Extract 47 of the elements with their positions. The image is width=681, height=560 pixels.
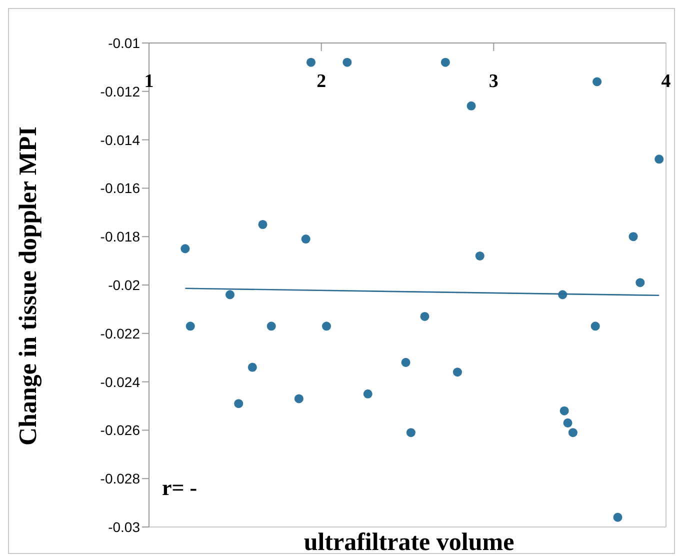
point	[628, 232, 638, 242]
point	[563, 418, 572, 428]
x-tick-label: 4	[661, 71, 672, 92]
point	[306, 58, 316, 67]
x-tick-label: 1	[144, 71, 154, 92]
point	[294, 394, 304, 404]
point	[186, 322, 195, 331]
point	[401, 358, 410, 367]
annotation: r= -	[162, 475, 198, 501]
point	[406, 428, 416, 438]
point	[475, 251, 484, 260]
y-tick-label: -0.01	[108, 34, 140, 51]
y-tick-label: -0.028	[100, 470, 140, 487]
x-axis-title: ultrafiltrate volume	[304, 529, 514, 557]
x-tick-label: 2	[316, 71, 326, 92]
y-tick-label: -0.014	[100, 132, 140, 148]
point	[452, 368, 462, 377]
point	[636, 278, 645, 288]
y-tick-label: -0.026	[100, 422, 140, 438]
point	[342, 58, 352, 67]
point	[420, 312, 430, 321]
point	[440, 58, 450, 67]
y-axis-title: Change in tissue doppler MPI	[15, 126, 43, 446]
y-tick-label: -0.018	[100, 228, 140, 245]
x-tick-label: 3	[488, 71, 498, 92]
point	[568, 428, 578, 438]
point	[654, 154, 664, 164]
point	[466, 101, 476, 110]
point	[301, 234, 310, 244]
y-tick-label: -0.016	[100, 180, 140, 196]
point	[363, 389, 372, 398]
point	[560, 406, 569, 416]
point	[590, 322, 600, 331]
y-tick-label: -0.022	[100, 325, 140, 342]
y-tick-label: -0.024	[100, 374, 140, 390]
point	[258, 220, 268, 230]
point	[248, 362, 257, 372]
point	[322, 322, 332, 331]
y-tick-label: -0.03	[108, 518, 140, 535]
y-tick-label: -0.012	[100, 83, 140, 100]
point	[180, 244, 190, 254]
point	[592, 77, 602, 86]
point	[225, 290, 235, 300]
point	[613, 512, 622, 522]
point	[234, 399, 244, 408]
y-tick-label: -0.02	[108, 276, 140, 293]
point	[266, 322, 276, 331]
